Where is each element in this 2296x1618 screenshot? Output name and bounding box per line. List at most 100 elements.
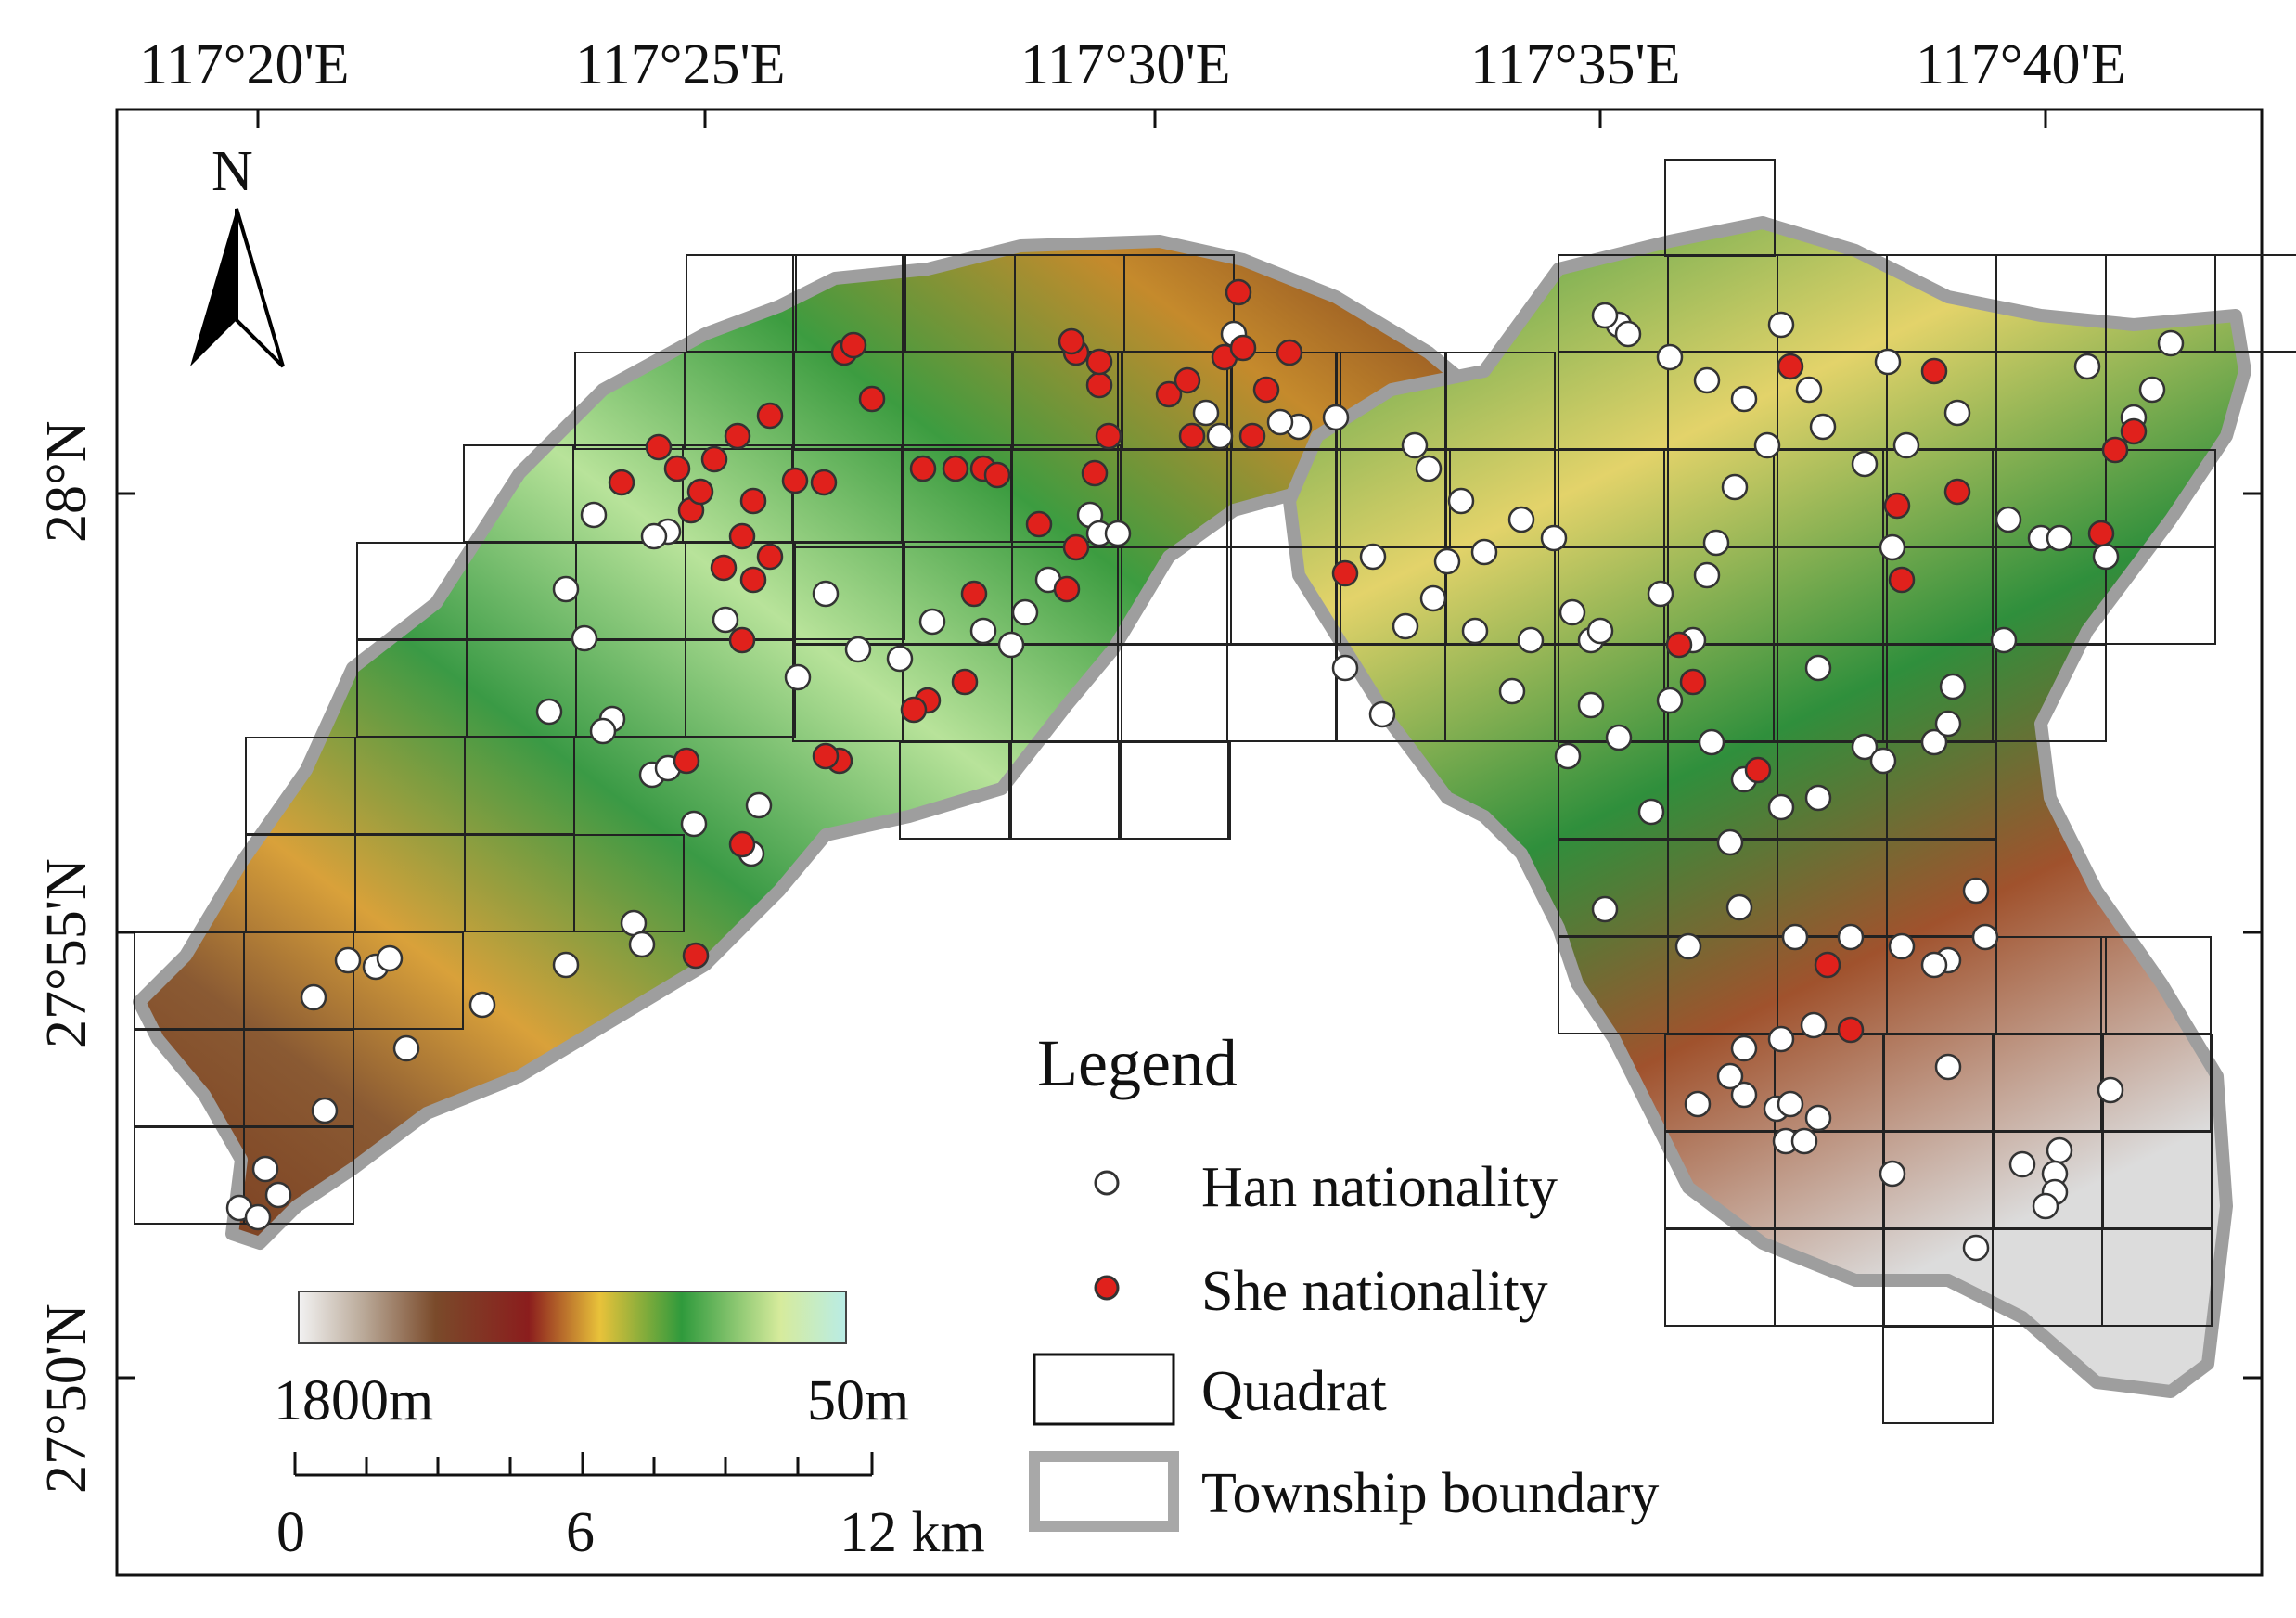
han-point	[1577, 691, 1605, 719]
han-point	[1674, 932, 1702, 960]
she-point	[2101, 436, 2129, 464]
han-point	[376, 944, 404, 972]
han-point	[784, 663, 812, 691]
she-point	[663, 455, 691, 482]
han-point	[2032, 1192, 2059, 1220]
han-point	[1517, 626, 1545, 654]
han-point	[1433, 547, 1461, 575]
top-axis: 117°20'E 117°25'E 117°30'E 117°35'E 117°…	[117, 33, 2262, 1380]
quadrat	[2105, 546, 2216, 645]
she-point	[983, 461, 1011, 489]
han-point	[264, 1181, 292, 1209]
han-point	[1767, 793, 1795, 821]
she-point	[739, 487, 767, 515]
han-point	[1939, 673, 1967, 700]
legend-quadrat-label: Quadrat	[1201, 1360, 1387, 1423]
han-point	[1637, 798, 1665, 826]
han-point	[1777, 1090, 1804, 1118]
han-point	[680, 810, 708, 838]
han-point	[1971, 923, 1999, 951]
han-point	[997, 631, 1025, 659]
han-point	[1614, 320, 1642, 348]
she-point	[812, 742, 840, 770]
tick-label-lon-5: 117°40'E	[1916, 33, 2126, 96]
han-point	[1879, 533, 1906, 561]
quadrat	[2101, 1228, 2213, 1327]
han-point	[1869, 747, 1897, 775]
she-point	[858, 385, 886, 413]
han-point	[1851, 450, 1879, 478]
han-point	[1392, 612, 1419, 640]
she-point	[724, 422, 751, 450]
quadrat	[2214, 254, 2296, 353]
han-point	[2157, 329, 2185, 357]
she-point	[728, 830, 756, 858]
han-point	[392, 1034, 420, 1062]
han-point	[918, 608, 946, 636]
han-point	[1554, 742, 1582, 770]
she-point	[1174, 366, 1201, 394]
han-point	[1698, 728, 1725, 756]
han-point	[1804, 1104, 1832, 1132]
han-point	[1767, 1025, 1795, 1053]
han-point	[1730, 385, 1758, 413]
legend-han-symbol	[1094, 1170, 1120, 1196]
han-point	[2046, 1136, 2073, 1164]
han-point	[2092, 543, 2120, 571]
she-point	[909, 455, 937, 482]
she-point	[1943, 478, 1971, 506]
han-point	[1800, 1011, 1828, 1039]
han-point	[1730, 1081, 1758, 1109]
legend-title: Legend	[1037, 1026, 1238, 1100]
she-point	[728, 626, 756, 654]
han-point	[1721, 473, 1749, 501]
she-point	[756, 543, 784, 571]
han-point	[712, 606, 739, 634]
she-point	[1888, 566, 1916, 594]
han-point	[1804, 784, 1832, 812]
han-point	[1995, 506, 2022, 533]
she-point	[608, 469, 635, 496]
scale-label-6: 6	[566, 1501, 595, 1564]
she-point	[1252, 376, 1280, 404]
han-point	[1401, 431, 1429, 459]
she-point	[1837, 1016, 1865, 1044]
legend-she-symbol	[1094, 1275, 1120, 1301]
she-point	[686, 478, 714, 506]
han-point	[1192, 399, 1220, 427]
she-point	[960, 580, 988, 608]
han-point	[1461, 617, 1489, 645]
legend-boundary-symbol	[1029, 1451, 1179, 1532]
she-point	[1679, 668, 1707, 696]
han-point	[1874, 348, 1902, 376]
han-point	[311, 1097, 339, 1124]
han-point	[1809, 413, 1837, 441]
han-point	[1851, 733, 1879, 761]
han-point	[1879, 1160, 1906, 1188]
she-point	[673, 747, 700, 775]
she-point	[1920, 357, 1948, 385]
han-point	[1781, 923, 1809, 951]
han-point	[1920, 951, 1948, 979]
han-point	[1266, 408, 1294, 436]
han-point	[2073, 353, 2101, 380]
she-point	[1883, 492, 1911, 520]
legend-han-label: Han nationality	[1201, 1156, 1558, 1219]
she-point	[1085, 348, 1113, 376]
han-point	[1558, 598, 1586, 626]
elevation-max-label: 1800m	[274, 1369, 433, 1432]
she-point	[1276, 339, 1303, 366]
han-point	[334, 946, 362, 974]
tick-label-lat-1: 28°N	[35, 420, 98, 543]
han-point	[1702, 529, 1730, 557]
han-point	[1693, 561, 1721, 589]
she-point	[781, 467, 809, 494]
she-point	[840, 331, 867, 359]
han-point	[1470, 538, 1498, 566]
han-point	[1540, 524, 1568, 552]
she-point	[810, 469, 838, 496]
she-point	[1665, 631, 1693, 659]
north-arrow: N	[190, 140, 285, 368]
han-point	[589, 717, 617, 745]
